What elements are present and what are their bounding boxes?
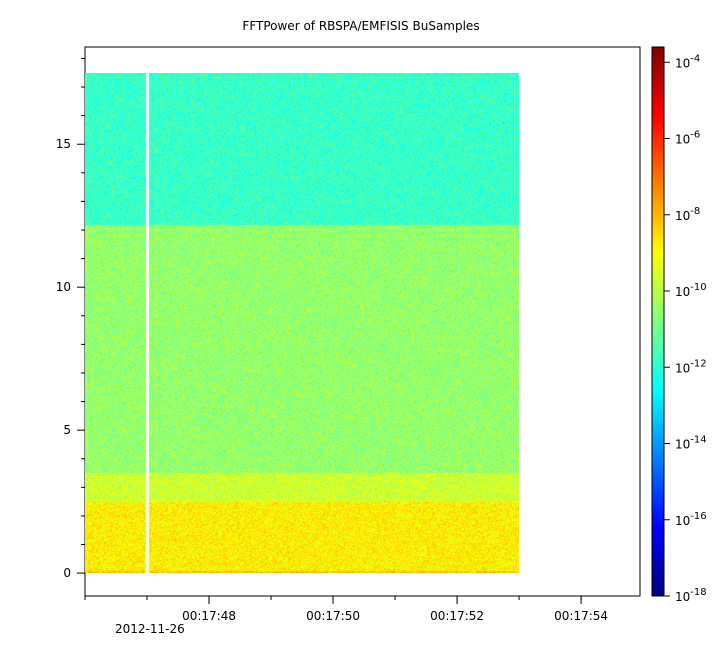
colorbar-tick-label: 10-14 xyxy=(675,435,707,452)
colorbar-axis: 10-4 10-6 10-8 10-10 10-12 10-14 10-16 10-18 xyxy=(664,53,707,604)
colorbar-tick-label: 10-4 xyxy=(675,53,700,70)
x-date-label: 2012-11-26 xyxy=(115,622,185,636)
x-axis: 00:17:48 00:17:50 00:17:52 00:17:54 xyxy=(84,596,608,623)
colorbar-image xyxy=(652,47,664,596)
spectrogram-image xyxy=(85,72,519,573)
y-tick-label: 10 xyxy=(56,280,71,294)
colorbar-tick-label: 10-10 xyxy=(675,282,707,299)
colorbar-tick-label: 10-6 xyxy=(675,130,700,147)
y-tick-label: 5 xyxy=(63,423,71,437)
chart-title: FFTPower of RBSPA/EMFISIS BuSamples xyxy=(242,19,479,33)
y-tick-label: 0 xyxy=(63,566,71,580)
colorbar-tick-label: 10-12 xyxy=(675,358,707,375)
colorbar-tick-label: 10-16 xyxy=(675,511,707,528)
x-tick-label: 00:17:50 xyxy=(306,609,360,623)
x-tick-label: 00:17:48 xyxy=(182,609,236,623)
colorbar-tick-label: 10-18 xyxy=(675,587,707,604)
colorbar-frame xyxy=(651,46,665,597)
colorbar-tick-label: 10-8 xyxy=(675,206,700,223)
x-tick-label: 00:17:52 xyxy=(430,609,484,623)
y-tick-label: 15 xyxy=(56,137,71,151)
y-axis: 0 5 10 15 xyxy=(56,57,85,580)
x-tick-label: 00:17:54 xyxy=(554,609,608,623)
